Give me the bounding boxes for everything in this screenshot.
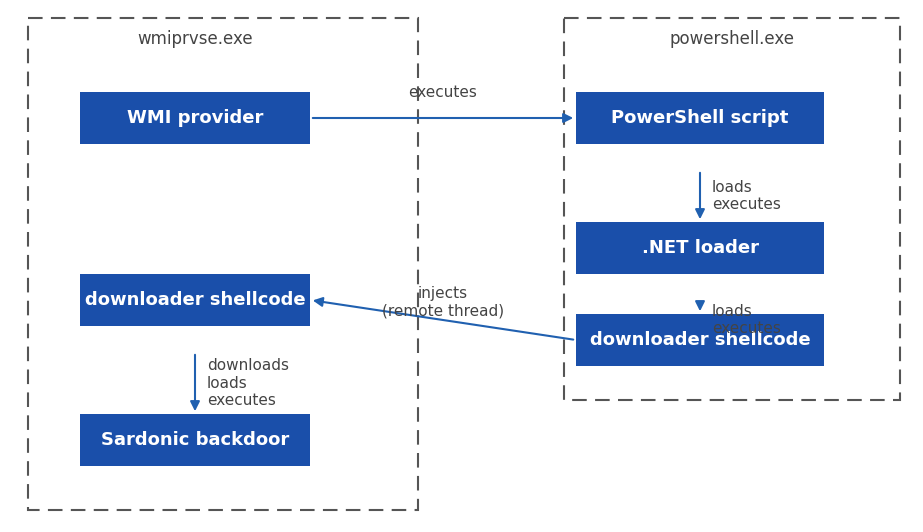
FancyBboxPatch shape — [576, 222, 824, 274]
Text: Sardonic backdoor: Sardonic backdoor — [101, 431, 289, 449]
Text: injects
(remote thread): injects (remote thread) — [382, 286, 504, 318]
Text: wmiprvse.exe: wmiprvse.exe — [138, 30, 253, 48]
Bar — [28, 18, 418, 510]
Text: WMI provider: WMI provider — [126, 109, 263, 127]
Text: downloads
loads
executes: downloads loads executes — [207, 358, 289, 408]
Bar — [564, 18, 900, 400]
Text: downloader shellcode: downloader shellcode — [590, 331, 810, 349]
FancyBboxPatch shape — [80, 274, 310, 326]
Text: downloader shellcode: downloader shellcode — [85, 291, 306, 309]
Text: .NET loader: .NET loader — [641, 239, 759, 257]
FancyBboxPatch shape — [576, 314, 824, 366]
FancyBboxPatch shape — [576, 92, 824, 144]
FancyBboxPatch shape — [80, 92, 310, 144]
Text: powershell.exe: powershell.exe — [669, 30, 795, 48]
Text: loads
executes: loads executes — [712, 304, 781, 336]
Text: PowerShell script: PowerShell script — [611, 109, 788, 127]
Text: loads
executes: loads executes — [712, 180, 781, 212]
Text: executes: executes — [409, 85, 477, 100]
FancyBboxPatch shape — [80, 414, 310, 466]
